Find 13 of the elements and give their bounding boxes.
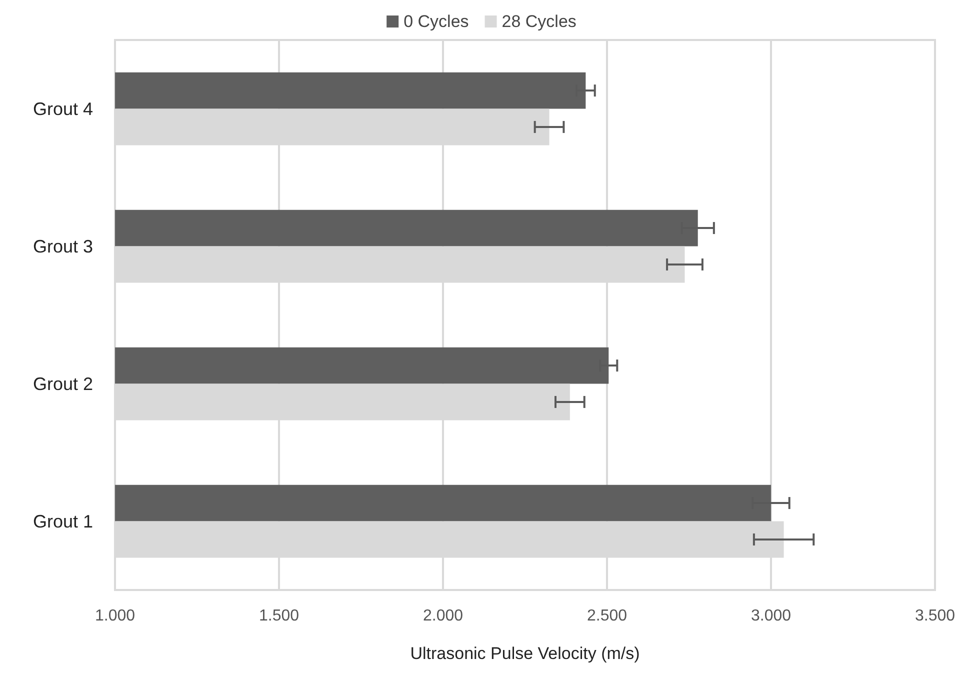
x-tick-label: 3.000 [750,608,792,624]
legend-label: 0 Cycles [404,12,469,31]
x-tick-label: 3.500 [914,608,956,624]
y-tick-label: Grout 2 [32,374,93,394]
y-tick-label: Grout 4 [32,98,93,119]
x-tick-label: 1.500 [258,608,300,624]
x-tick-label: 2.000 [422,608,464,624]
x-tick-label: 1.000 [94,608,136,624]
legend-label: 28 Cycles [502,12,576,31]
y-tick-label: Grout 1 [32,511,93,532]
x-axis-title: Ultrasonic Pulse Velocity (m/s) [410,644,640,663]
y-tick-label: Grout 3 [32,236,93,256]
x-tick-label: 2.500 [586,608,628,624]
